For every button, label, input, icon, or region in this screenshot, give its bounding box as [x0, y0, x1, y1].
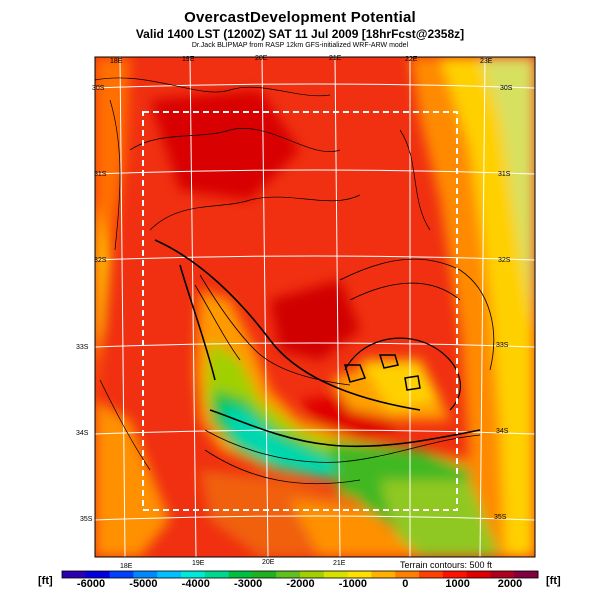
lon-label-top: 22E: [405, 56, 418, 63]
lon-label-top: 18E: [110, 58, 123, 65]
colorbar-swatch: [395, 571, 420, 578]
colorbar-unit-right: [ft]: [546, 575, 561, 587]
colorbar-swatch: [300, 571, 325, 578]
lat-label-left: 31S: [94, 171, 107, 178]
terrain-contour-note: Terrain contours: 500 ft: [400, 560, 493, 570]
colorbar-tick-label: -3000: [234, 578, 263, 590]
colorbar-tick-label: -5000: [129, 578, 158, 590]
lon-label-bottom: 19E: [192, 560, 205, 567]
lon-label-bottom: 18E: [120, 563, 133, 570]
lat-label-left: 33S: [76, 344, 89, 351]
lon-label-top: 20E: [255, 55, 268, 62]
colorbar-swatch: [347, 571, 372, 578]
colorbar-tick-label: 2000: [497, 578, 523, 590]
colorbar-unit-left: [ft]: [38, 575, 53, 587]
lon-label-top: 23E: [480, 58, 493, 65]
lon-label-bottom: 20E: [262, 559, 275, 566]
map-frame: [94, 56, 536, 558]
colorbar-tick-label: -2000: [286, 578, 315, 590]
colorbar-swatch: [419, 571, 444, 578]
colorbar-swatch: [228, 571, 253, 578]
lon-label-top: 21E: [329, 55, 342, 62]
colorbar-swatch: [181, 571, 206, 578]
lat-label-right: 30S: [500, 85, 513, 92]
colorbar: [61, 570, 539, 579]
map-title: OvercastDevelopment Potential: [184, 9, 416, 26]
lat-label-left: 30S: [92, 85, 105, 92]
colorbar-tick-label: -4000: [181, 578, 210, 590]
inner-domain-box: [142, 111, 458, 511]
colorbar-swatch: [252, 571, 277, 578]
colorbar-swatch: [466, 571, 491, 578]
lat-label-left: 32S: [94, 257, 107, 264]
lat-label-left: 34S: [76, 430, 89, 437]
lat-label-right: 31S: [498, 171, 511, 178]
colorbar-swatch: [62, 571, 87, 578]
lon-label-bottom: 21E: [333, 560, 346, 567]
colorbar-tick-label: 1000: [445, 578, 470, 590]
lat-label-left: 35S: [80, 516, 93, 523]
field-layer: [95, 57, 535, 557]
colorbar-tick-label: -1000: [338, 578, 367, 590]
colorbar-swatch: [490, 571, 515, 578]
colorbar-swatch: [157, 571, 182, 578]
colorbar-swatch: [514, 571, 539, 578]
model-source-line: Dr.Jack BLIPMAP from RASP 12km GFS-initi…: [191, 42, 409, 49]
lat-label-right: 33S: [496, 342, 509, 349]
colorbar-tick-label: -6000: [76, 578, 106, 590]
valid-time-subtitle: Valid 1400 LST (1200Z) SAT 11 Jul 2009 […: [135, 27, 465, 41]
colorbar-swatch: [371, 571, 396, 578]
colorbar-tick-label: 0: [402, 578, 409, 590]
terrain-contours: [95, 77, 495, 485]
lat-label-right: 32S: [498, 257, 511, 264]
colorbar-swatch: [204, 571, 230, 578]
colorbar-swatch: [442, 571, 468, 578]
colorbar-swatch: [323, 571, 349, 578]
colorbar-frame: [61, 570, 539, 579]
colorbar-swatch: [276, 571, 301, 578]
colorbar-swatch: [133, 571, 158, 578]
lat-label-right: 34S: [496, 428, 509, 435]
lat-label-right: 35S: [494, 514, 507, 521]
lon-label-top: 19E: [182, 56, 195, 63]
colorbar-swatch: [109, 571, 134, 578]
colorbar-swatch: [85, 571, 111, 578]
